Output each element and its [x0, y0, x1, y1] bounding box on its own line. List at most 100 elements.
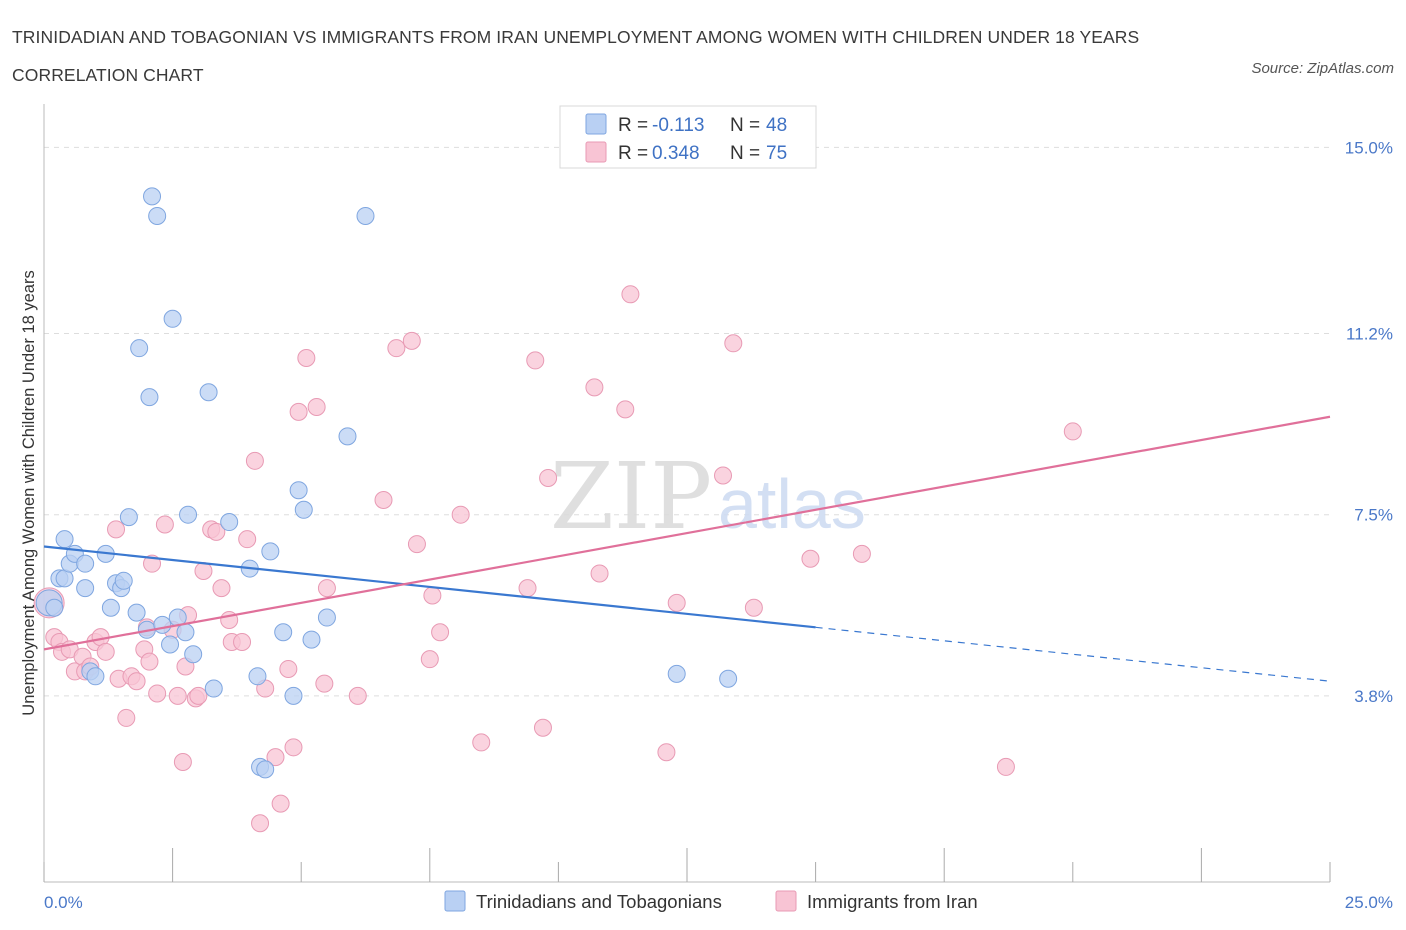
trinidad-point	[719, 669, 738, 688]
trinidad-point	[176, 623, 195, 642]
iran-point	[724, 334, 743, 353]
iran-point	[245, 451, 264, 470]
y-tick-label-2: 11.2%	[1346, 324, 1393, 343]
trinidad-point	[161, 635, 180, 654]
iran-point	[284, 738, 303, 757]
legend-r-label-2: R =	[618, 143, 648, 164]
y-tick-label-1: 7.5%	[1354, 506, 1393, 525]
trinidad-point	[199, 383, 218, 402]
bottom-legend-label-trinidad: Trinidadians and Tobagonians	[476, 891, 722, 912]
iran-point	[526, 351, 545, 370]
iran-point	[155, 515, 174, 534]
trinidad-point	[289, 481, 308, 500]
iran-point	[533, 718, 552, 737]
trinidad-point	[261, 542, 280, 561]
axes	[43, 104, 1331, 883]
iran-point	[539, 468, 558, 487]
iran-point	[801, 549, 820, 568]
iran-point	[297, 348, 316, 367]
iran-point	[472, 733, 491, 752]
iran-point	[423, 586, 442, 605]
iran-point	[315, 674, 334, 693]
iran-point	[407, 535, 426, 554]
iran-point	[140, 652, 159, 671]
trend-lines	[43, 415, 1331, 682]
legend-n-label-1: N =	[730, 115, 760, 136]
trinidad-point	[114, 571, 133, 590]
iran-trend-line	[43, 415, 1331, 651]
x-tick-label-max: 25.0%	[1345, 893, 1393, 912]
iran-point	[451, 505, 470, 524]
trinidad-point	[163, 309, 182, 328]
source-label: Source: ZipAtlas.com	[1251, 60, 1394, 77]
trinidad-point	[179, 505, 198, 524]
x-tick-label-min: 0.0%	[44, 893, 83, 912]
trinidad-point	[184, 645, 203, 664]
trinidad-point	[667, 664, 686, 683]
iran-point	[744, 598, 763, 617]
y-tick-labels: 3.8% 7.5% 11.2% 15.0%	[1345, 138, 1393, 706]
trinidad-point	[101, 598, 120, 617]
trinidad-point	[148, 206, 167, 225]
iran-point	[107, 520, 126, 539]
iran-point	[271, 794, 290, 813]
iran-point	[585, 378, 604, 397]
trinidad-point	[45, 598, 64, 617]
iran-point	[616, 400, 635, 419]
iran-point	[431, 623, 450, 642]
legend-n-label-2: N =	[730, 143, 760, 164]
iran-point	[117, 708, 136, 727]
legend-swatch-iran	[585, 141, 607, 163]
chart-title: TRINIDADIAN AND TOBAGONIAN VS IMMIGRANTS…	[12, 27, 1140, 85]
series-iran-points	[33, 285, 1082, 833]
trinidad-point	[317, 608, 336, 627]
iran-point	[307, 397, 326, 416]
trinidad-point	[294, 500, 313, 519]
trinidad-point	[127, 603, 146, 622]
y-axis-title: Unemployment Among Women with Children U…	[20, 270, 38, 715]
series-trinidad-points	[35, 187, 738, 779]
legend-r-value-2: 0.348	[652, 143, 700, 164]
iran-point	[348, 686, 367, 705]
iran-point	[714, 466, 733, 485]
iran-point	[173, 753, 192, 772]
iran-point	[374, 491, 393, 509]
trinidad-point	[76, 579, 95, 598]
legend-n-value-1: 48	[766, 115, 787, 136]
watermark-atlas: atlas	[718, 465, 866, 543]
trinidad-point	[153, 615, 172, 634]
bottom-legend-swatch-trinidad	[444, 890, 466, 912]
watermark-zip: ZIP	[550, 443, 712, 550]
iran-point	[657, 743, 676, 762]
iran-point	[127, 672, 146, 691]
trinidad-point	[356, 206, 375, 225]
trinidad-point	[338, 427, 357, 446]
trinidad-point	[119, 508, 138, 527]
iran-point	[143, 554, 162, 573]
trinidad-point	[130, 339, 149, 358]
bottom-legend-label-iran: Immigrants from Iran	[807, 891, 978, 912]
iran-point	[1063, 422, 1082, 441]
trinidad-point	[76, 554, 95, 573]
iran-point	[96, 642, 115, 661]
iran-point	[189, 686, 208, 705]
iran-point	[212, 579, 231, 598]
trinidad-point	[248, 667, 267, 686]
iran-point	[420, 650, 439, 669]
iran-point	[518, 579, 537, 598]
iran-point	[621, 285, 640, 304]
trinidad-point	[204, 679, 223, 698]
iran-point	[289, 402, 308, 421]
trinidad-point	[220, 513, 239, 532]
iran-point	[387, 339, 406, 358]
iran-point	[233, 633, 252, 652]
trinidad-point	[140, 388, 159, 407]
iran-point	[590, 564, 609, 583]
iran-point	[194, 562, 213, 581]
stats-legend: R = -0.113 N = 48 R = 0.348 N = 75	[559, 105, 817, 169]
iran-point	[317, 579, 336, 598]
trinidad-point	[274, 623, 293, 642]
trinidad-point	[284, 686, 303, 705]
y-tick-label-3: 15.0%	[1345, 138, 1393, 157]
